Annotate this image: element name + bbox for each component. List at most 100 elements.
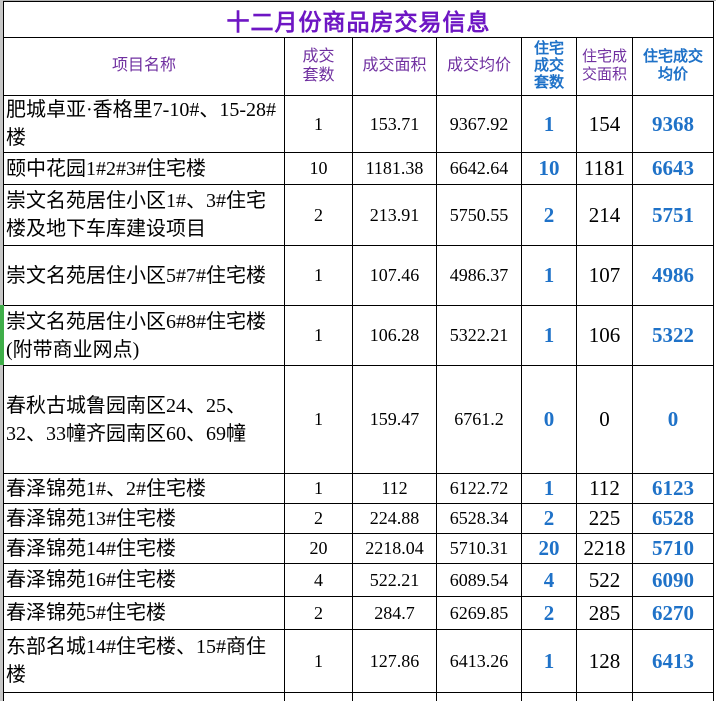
cell-deals[interactable]: 4 [284,563,353,597]
cell-deals[interactable]: 2 [284,596,353,630]
cell-project-name[interactable]: 春泽锦苑13#住宅楼 [3,503,285,534]
cell-price[interactable]: 6122.72 [436,473,522,504]
cell-project-name[interactable]: 崇文名苑居住小区1#、3#住宅楼及地下车库建设项目 [3,184,285,246]
cell-res-deals[interactable]: 2 [521,184,577,246]
header-deal-area[interactable]: 成交面积 [352,37,437,96]
cell-res-area[interactable]: 2218 [576,533,633,564]
cell-res-area[interactable]: 214 [576,184,633,246]
cell-deals[interactable]: 1 [284,629,353,693]
cell-res-deals[interactable]: 4 [521,563,577,597]
cell-deals[interactable]: 10 [284,152,353,185]
cell-project-name[interactable]: 春泽锦苑16#住宅楼 [3,563,285,597]
cell-price[interactable]: 5750.55 [436,184,522,246]
cell-area[interactable]: 106.28 [352,305,437,366]
cell-res-price[interactable]: 9368 [631,95,715,153]
header-res-deal-price[interactable]: 住宅成交 均价 [631,37,715,96]
cell-price[interactable]: 6642.64 [436,152,522,185]
cell-project-name[interactable]: 肥城卓亚·香格里7-10#、15-28#楼 [3,95,285,153]
cell-deals[interactable]: 1 [284,305,353,366]
cell-res-price[interactable]: 5322 [631,305,715,366]
cell-area[interactable]: 213.91 [352,184,437,246]
cell-res-area[interactable]: 106 [576,305,633,366]
cell-res-deals[interactable]: 10 [521,152,577,185]
cell-area[interactable]: 153.71 [352,95,437,153]
cell-res-price[interactable]: 6528 [631,503,715,534]
table-title[interactable]: 十二月份商品房交易信息 [2,1,715,38]
cell-area[interactable] [352,692,437,701]
header-deal-count[interactable]: 成交 套数 [284,37,353,96]
cell-project-name[interactable]: 春泽锦苑5#住宅楼 [3,596,285,630]
cell-res-deals[interactable]: 1 [521,473,577,504]
cell-res-deals[interactable]: 1 [521,629,577,693]
cell-res-deals[interactable]: 1 [521,245,577,306]
cell-res-area[interactable]: 225 [576,503,633,534]
cell-project-name[interactable]: 春秋古城鲁园南区24、25、32、33幢齐园南区60、69幢 [3,365,285,474]
cell-res-area[interactable] [576,692,633,701]
cell-area[interactable]: 2218.04 [352,533,437,564]
cell-price[interactable]: 6089.54 [436,563,522,597]
cell-price[interactable]: 6413.26 [436,629,522,693]
header-res-deal-area[interactable]: 住宅成 交面积 [576,37,633,96]
cell-project-name[interactable]: 崇文名苑居住小区5#7#住宅楼 [3,245,285,306]
cell-res-deals[interactable]: 1 [521,95,577,153]
cell-res-price[interactable]: 6123 [631,473,715,504]
cell-res-price[interactable]: 6090 [631,563,715,597]
cell-res-price[interactable]: 5751 [631,184,715,246]
cell-deals[interactable]: 1 [284,245,353,306]
cell-res-area[interactable]: 0 [576,365,633,474]
cell-price[interactable]: 5710.31 [436,533,522,564]
cell-deals[interactable]: 2 [284,184,353,246]
cell-price[interactable]: 6528.34 [436,503,522,534]
cell-res-price[interactable]: 6643 [631,152,715,185]
cell-res-price[interactable]: 4986 [631,245,715,306]
cell-deals[interactable]: 1 [284,473,353,504]
cell-project-name[interactable]: 崇文名苑居住小区6#8#住宅楼(附带商业网点) [3,305,285,366]
cell-res-deals[interactable]: 20 [521,533,577,564]
cell-res-area[interactable]: 128 [576,629,633,693]
header-deal-price[interactable]: 成交均价 [436,37,522,96]
cell-res-area[interactable]: 154 [576,95,633,153]
cell-res-area[interactable]: 107 [576,245,633,306]
cell-deals[interactable]: 2 [284,503,353,534]
cell-area[interactable]: 224.88 [352,503,437,534]
cell-price[interactable]: 5322.21 [436,305,522,366]
cell-area[interactable]: 1181.38 [352,152,437,185]
cell-res-deals[interactable]: 2 [521,596,577,630]
cell-res-area[interactable]: 285 [576,596,633,630]
cell-project-name[interactable]: 颐中花园1#2#3#住宅楼 [3,152,285,185]
table-row: 崇文名苑居住小区6#8#住宅楼(附带商业网点) 1 106.28 5322.21… [3,305,715,366]
cell-res-price[interactable]: 0 [631,365,715,474]
cell-res-area[interactable]: 522 [576,563,633,597]
cell-area[interactable]: 127.86 [352,629,437,693]
cell-res-area[interactable]: 112 [576,473,633,504]
cell-res-price[interactable] [631,692,715,701]
cell-price[interactable] [436,692,522,701]
cell-res-deals[interactable]: 0 [521,365,577,474]
cell-deals[interactable]: 1 [284,365,353,474]
cell-res-deals[interactable] [521,692,577,701]
header-project-name[interactable]: 项目名称 [3,37,285,96]
cell-res-deals[interactable]: 2 [521,503,577,534]
cell-area[interactable]: 284.7 [352,596,437,630]
cell-price[interactable]: 4986.37 [436,245,522,306]
cell-project-name[interactable]: 东部名城14#住宅楼、15#商住楼 [3,629,285,693]
cell-area[interactable]: 107.46 [352,245,437,306]
cell-deals[interactable] [284,692,353,701]
cell-deals[interactable]: 20 [284,533,353,564]
cell-res-price[interactable]: 6413 [631,629,715,693]
cell-project-name[interactable]: 春泽锦苑1#、2#住宅楼 [3,473,285,504]
cell-price[interactable]: 6761.2 [436,365,522,474]
cell-area[interactable]: 522.21 [352,563,437,597]
cell-price[interactable]: 9367.92 [436,95,522,153]
cell-project-name[interactable] [3,692,285,701]
cell-price[interactable]: 6269.85 [436,596,522,630]
cell-area[interactable]: 112 [352,473,437,504]
cell-res-area[interactable]: 1181 [576,152,633,185]
cell-res-price[interactable]: 6270 [631,596,715,630]
cell-project-name[interactable]: 春泽锦苑14#住宅楼 [3,533,285,564]
cell-area[interactable]: 159.47 [352,365,437,474]
cell-res-price[interactable]: 5710 [631,533,715,564]
cell-res-deals[interactable]: 1 [521,305,577,366]
header-res-deal-count[interactable]: 住宅 成交 套数 [521,37,577,96]
cell-deals[interactable]: 1 [284,95,353,153]
